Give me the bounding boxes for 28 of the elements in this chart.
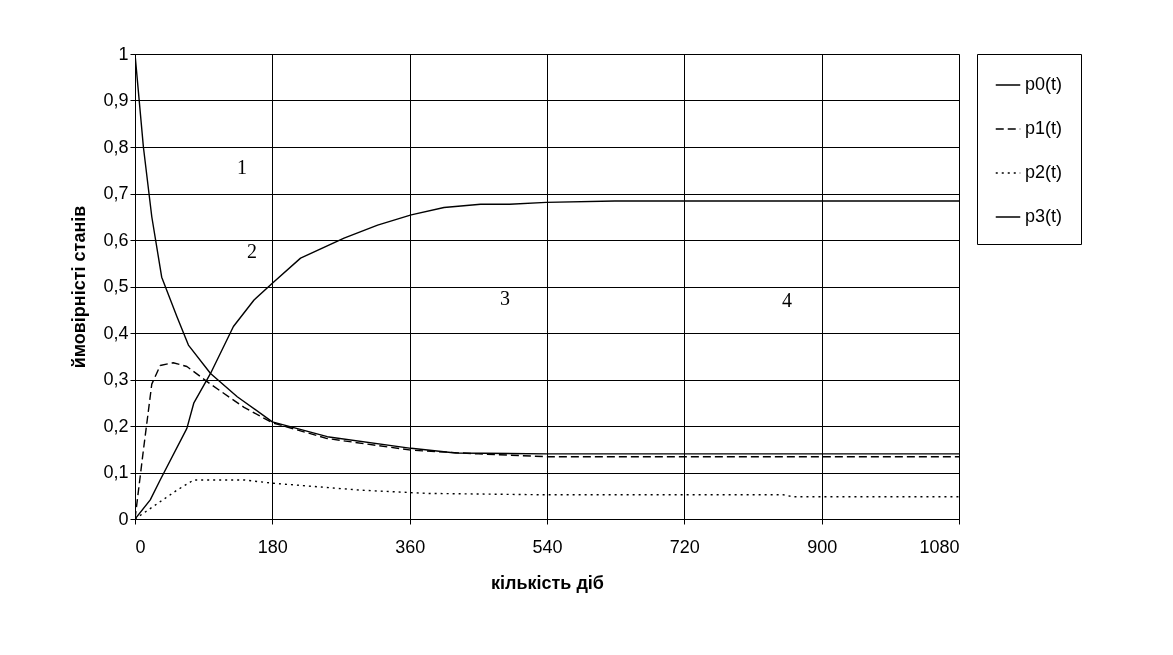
- y-tick-label: 0,2: [103, 415, 129, 436]
- annotation: 2: [247, 240, 257, 262]
- x-tick-label: 0: [135, 536, 146, 557]
- legend-label: p3(t): [1025, 206, 1063, 226]
- y-tick-label: 0,3: [103, 369, 129, 389]
- x-tick-label: 720: [669, 536, 700, 557]
- x-tick-label: 900: [807, 536, 838, 557]
- y-tick-label: 0,1: [103, 462, 129, 482]
- y-tick-label: 0,7: [103, 183, 129, 203]
- annotation: 1: [237, 156, 247, 178]
- x-tick-label: 1080: [919, 536, 960, 557]
- legend-label: p1(t): [1025, 118, 1063, 138]
- x-tick-label: 180: [257, 536, 288, 557]
- x-axis-title: кількість діб: [491, 572, 604, 593]
- y-tick-label: 0,9: [103, 90, 129, 110]
- y-tick-label: 1: [118, 43, 129, 64]
- y-tick-label: 0,8: [103, 136, 129, 157]
- annotation: 4: [782, 289, 792, 311]
- y-tick-label: 0: [118, 508, 129, 529]
- legend-label: p0(t): [1025, 74, 1063, 94]
- legend-label: p2(t): [1025, 162, 1063, 182]
- x-tick-label: 360: [395, 536, 426, 557]
- y-tick-label: 0,4: [103, 322, 129, 343]
- annotation: 3: [500, 287, 510, 309]
- y-axis-title: ймовірністі станів: [69, 205, 90, 369]
- y-tick-label: 0,5: [103, 276, 129, 296]
- x-tick-label: 540: [532, 536, 563, 557]
- y-tick-label: 0,6: [103, 229, 129, 250]
